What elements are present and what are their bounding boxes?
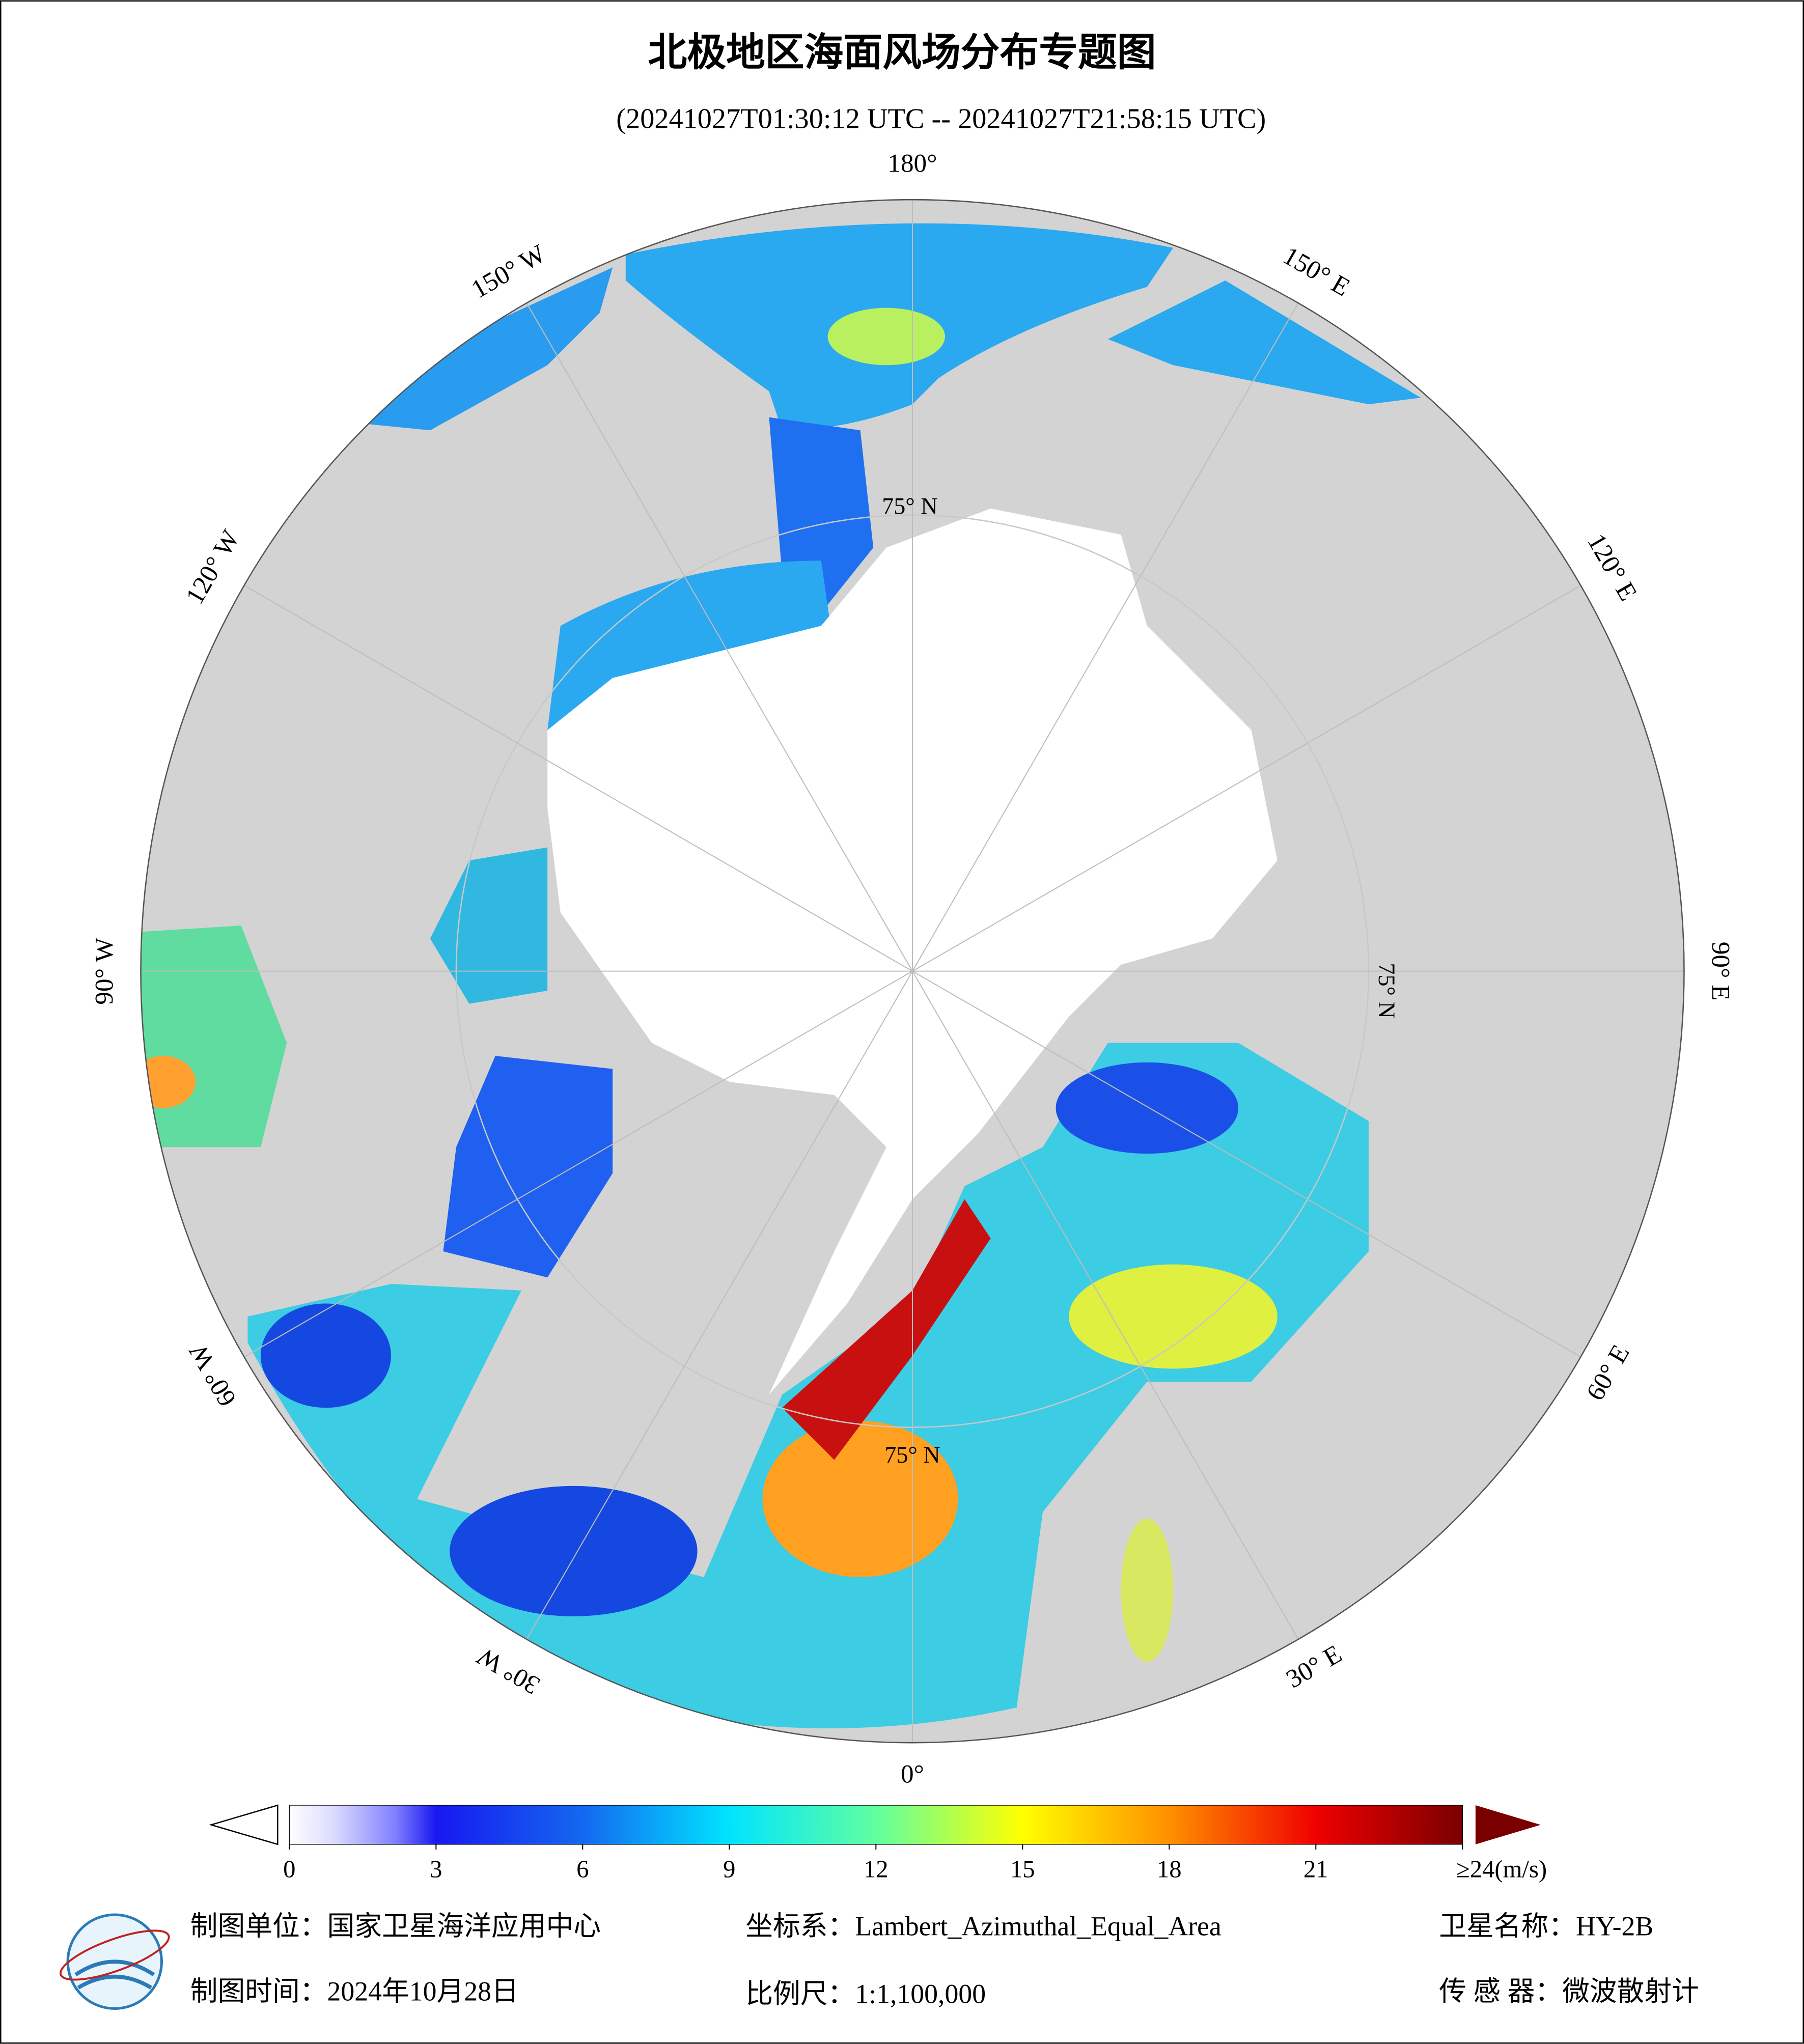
colorbar-tick-label: 0 <box>283 1856 295 1883</box>
footer-date: 制图时间：2024年10月28日 <box>190 1976 519 2007</box>
colorbar-tick-label: ≥24(m/s) <box>1456 1856 1547 1883</box>
meridian <box>244 970 913 1358</box>
colorbar: 0 3 6 9 12 15 18 21 ≥24(m/s) <box>209 1804 1547 1883</box>
meridian <box>526 971 913 1640</box>
latitude-label: 75° N <box>882 493 937 519</box>
ocean-wind <box>141 223 1421 1729</box>
colorbar-tick-label: 15 <box>1010 1856 1035 1883</box>
meridian <box>912 971 1299 1640</box>
colorbar-under-arrow <box>209 1804 279 1845</box>
colorbar-over-arrow <box>1475 1805 1541 1844</box>
footer-scale: 比例尺：1:1,100,000 <box>745 1979 986 2009</box>
colorbar-tick-label: 9 <box>723 1856 735 1883</box>
colorbar-tick-label: 6 <box>576 1856 589 1883</box>
map-border <box>140 199 1685 1744</box>
longitude-label: 90° E <box>1706 942 1735 1001</box>
meridians <box>141 200 1684 1743</box>
meridian <box>526 302 913 972</box>
footer-satellite: 卫星名称：HY-2B <box>1439 1911 1653 1942</box>
longitude-label: 0° <box>901 1759 924 1788</box>
footer-sensor: 传 感 器：微波散射计 <box>1439 1976 1699 2007</box>
colorbar-tick-label: 21 <box>1303 1856 1328 1883</box>
meridian <box>912 302 1299 972</box>
meridian <box>244 585 913 972</box>
footer-unit: 制图单位：国家卫星海洋应用中心 <box>190 1911 601 1942</box>
longitude-label: 180° <box>887 149 937 178</box>
colorbar-ramp <box>289 1805 1463 1845</box>
latitude-label: 75° N <box>884 1442 940 1468</box>
longitude-label: 90° W <box>90 937 119 1005</box>
subtitle: (20241027T01:30:12 UTC -- 20241027T21:58… <box>616 103 1266 134</box>
footer-crs: 坐标系：Lambert_Azimuthal_Equal_Area <box>745 1911 1222 1942</box>
logo <box>59 1913 170 2010</box>
colorbar-tick-label: 12 <box>864 1856 889 1883</box>
latitude-label: 75° N <box>1374 963 1400 1018</box>
footer: 制图单位：国家卫星海洋应用中心 坐标系：Lambert_Azimuthal_Eq… <box>190 1911 1699 2009</box>
meridian <box>912 970 1581 1358</box>
colorbar-tick-label: 18 <box>1157 1856 1182 1883</box>
colorbar-tick-label: 3 <box>430 1856 442 1883</box>
meridian <box>912 585 1581 972</box>
title: 北极地区海面风场分布专题图 <box>648 30 1156 75</box>
